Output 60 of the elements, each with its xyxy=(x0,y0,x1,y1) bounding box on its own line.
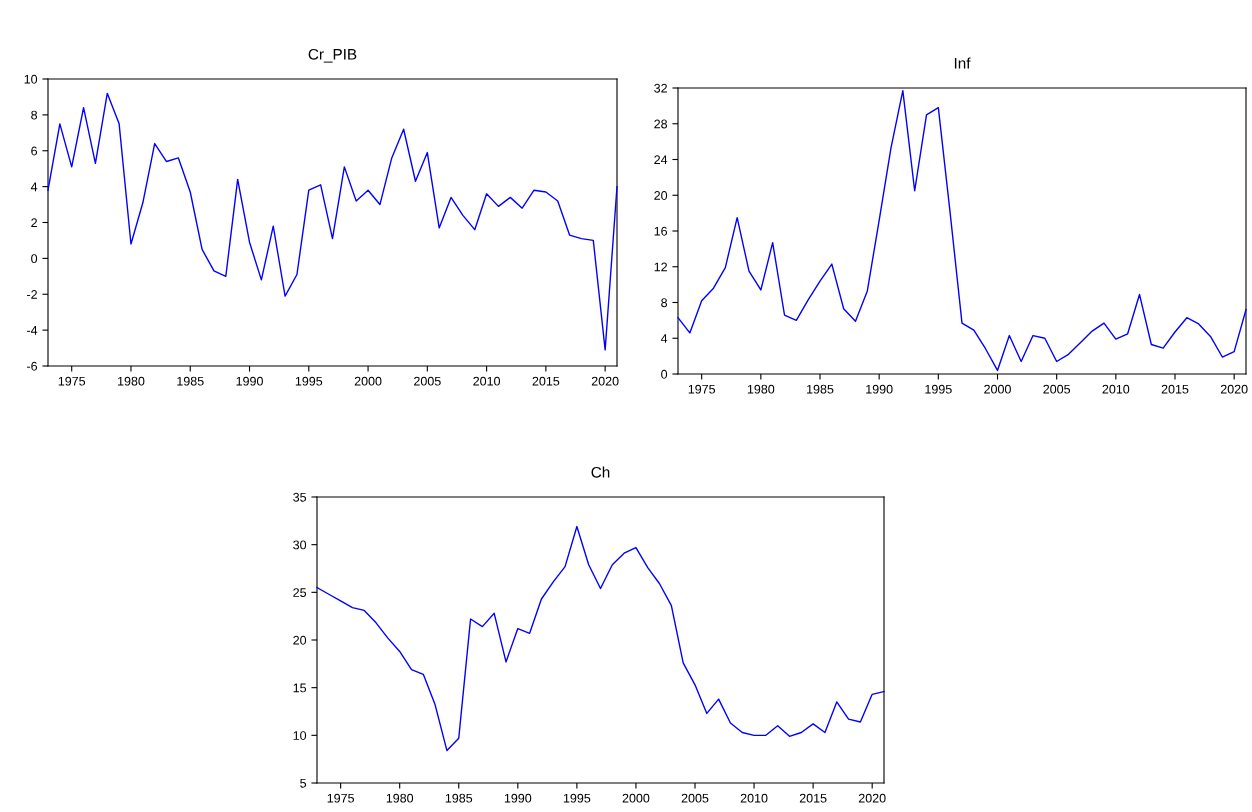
y-tick-label: 30 xyxy=(293,540,307,550)
x-tick-label: 1975 xyxy=(688,384,716,394)
x-tick-label: 2010 xyxy=(1102,384,1130,394)
x-tick-label: 1975 xyxy=(58,376,86,386)
y-tick-label: 20 xyxy=(654,191,668,200)
x-tick-label: 1990 xyxy=(504,793,532,803)
x-tick-label: 1985 xyxy=(445,793,473,803)
x-tick-label: 2015 xyxy=(799,793,827,803)
y-tick-label: 28 xyxy=(654,119,668,129)
x-tick-label: 1985 xyxy=(177,376,204,386)
y-tick-label: 8 xyxy=(661,298,668,308)
x-tick-label: 2000 xyxy=(622,793,650,803)
y-tick-label: 35 xyxy=(293,492,307,502)
chart-title: Cr_PIB xyxy=(308,48,357,63)
x-tick-label: 1990 xyxy=(236,376,263,386)
y-tick-label: 8 xyxy=(31,110,38,120)
line-series xyxy=(316,525,885,752)
y-tick-label: 4 xyxy=(660,334,668,343)
y-tick-label: 4 xyxy=(30,182,38,192)
y-tick-label: 32 xyxy=(654,83,667,93)
x-tick-label: 1985 xyxy=(807,384,834,394)
y-tick-label: -4 xyxy=(27,326,38,335)
x-tick-label: 2015 xyxy=(532,376,560,386)
y-tick-label: -6 xyxy=(27,361,38,371)
y-tick-label: 0 xyxy=(31,254,38,264)
chart-title: Inf xyxy=(954,57,971,69)
x-tick-label: 1995 xyxy=(925,384,952,394)
y-tick-label: 0 xyxy=(661,369,668,379)
y-tick-label: 10 xyxy=(24,74,38,84)
x-tick-label: 2005 xyxy=(681,793,709,803)
y-tick-label: 5 xyxy=(300,778,307,788)
x-tick-label: 2000 xyxy=(984,384,1011,394)
x-tick-label: 1995 xyxy=(295,376,323,386)
x-tick-label: 1990 xyxy=(866,384,893,394)
x-tick-label: 1995 xyxy=(563,793,591,803)
x-tick-label: 2005 xyxy=(1043,384,1071,394)
y-tick-label: 25 xyxy=(293,588,307,597)
y-tick-label: 20 xyxy=(293,635,307,645)
x-tick-label: 1975 xyxy=(327,793,355,803)
y-tick-label: 6 xyxy=(31,146,38,156)
x-tick-label: 2010 xyxy=(473,376,501,386)
y-tick-label: 15 xyxy=(293,683,307,693)
line-series xyxy=(47,92,618,351)
x-tick-label: 1980 xyxy=(386,793,414,803)
x-tick-label: 2020 xyxy=(591,376,619,386)
y-tick-label: 10 xyxy=(293,731,307,740)
chart-title: Ch xyxy=(591,466,610,478)
x-tick-label: 2020 xyxy=(858,793,886,803)
y-tick-label: 24 xyxy=(654,155,668,165)
y-tick-label: 12 xyxy=(654,262,667,272)
x-tick-label: 2005 xyxy=(414,376,441,386)
y-tick-label: 16 xyxy=(654,226,668,236)
x-tick-label: 1980 xyxy=(118,376,145,386)
x-tick-label: 1980 xyxy=(747,384,775,394)
x-tick-label: 2010 xyxy=(740,793,768,803)
y-tick-label: 2 xyxy=(31,218,37,228)
y-tick-label: -2 xyxy=(27,290,37,299)
x-tick-label: 2020 xyxy=(1220,384,1248,394)
x-tick-label: 2000 xyxy=(354,376,382,386)
x-tick-label: 2015 xyxy=(1161,384,1189,394)
